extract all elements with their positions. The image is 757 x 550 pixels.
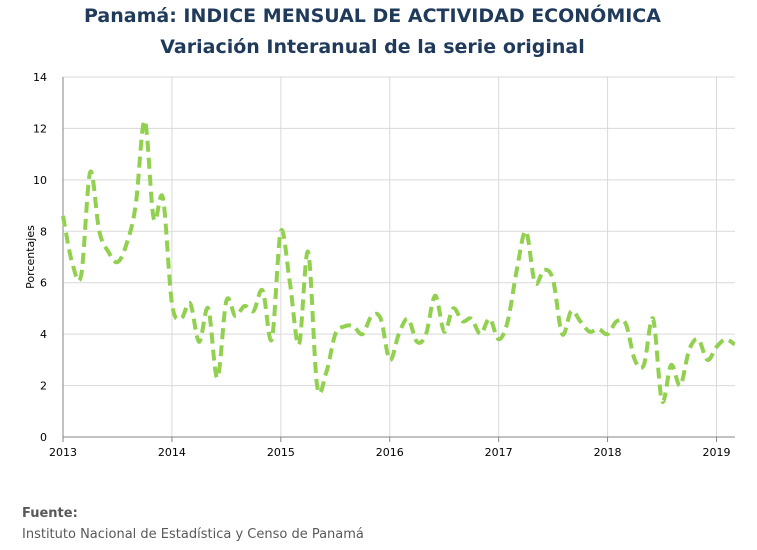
chart-area: 0 2 4 6 8 10 12 14 2013 2014 2015 2016 2017 2018 2019 P… [24, 71, 736, 459]
y-tick-label: 14 [33, 71, 47, 84]
source-label: Fuente: [22, 506, 78, 521]
chart-subtitle: Variación Interanual de la serie origina… [160, 36, 585, 58]
y-tick-label: 4 [40, 328, 47, 341]
x-tick-label: 2017 [485, 446, 513, 459]
y-tick-label: 10 [33, 174, 47, 187]
chart-title: Panamá: INDICE MENSUAL DE ACTIVIDAD ECON… [84, 5, 661, 27]
y-tick-label: 0 [40, 431, 47, 444]
x-tick-label: 2015 [267, 446, 295, 459]
x-tick-label: 2018 [594, 446, 622, 459]
y-tick-label: 2 [40, 380, 47, 393]
x-tick-label: 2019 [702, 446, 730, 459]
y-tick-label: 12 [33, 122, 47, 135]
source-text: Instituto Nacional de Estadística y Cens… [22, 527, 364, 542]
series-line [61, 118, 736, 404]
x-tick-label: 2016 [376, 446, 404, 459]
y-tick-label: 8 [40, 225, 47, 238]
y-axis-label: Porcentajes [24, 225, 37, 289]
x-tick-label: 2013 [49, 446, 77, 459]
x-tick-label: 2014 [158, 446, 186, 459]
y-tick-label: 6 [40, 277, 47, 290]
